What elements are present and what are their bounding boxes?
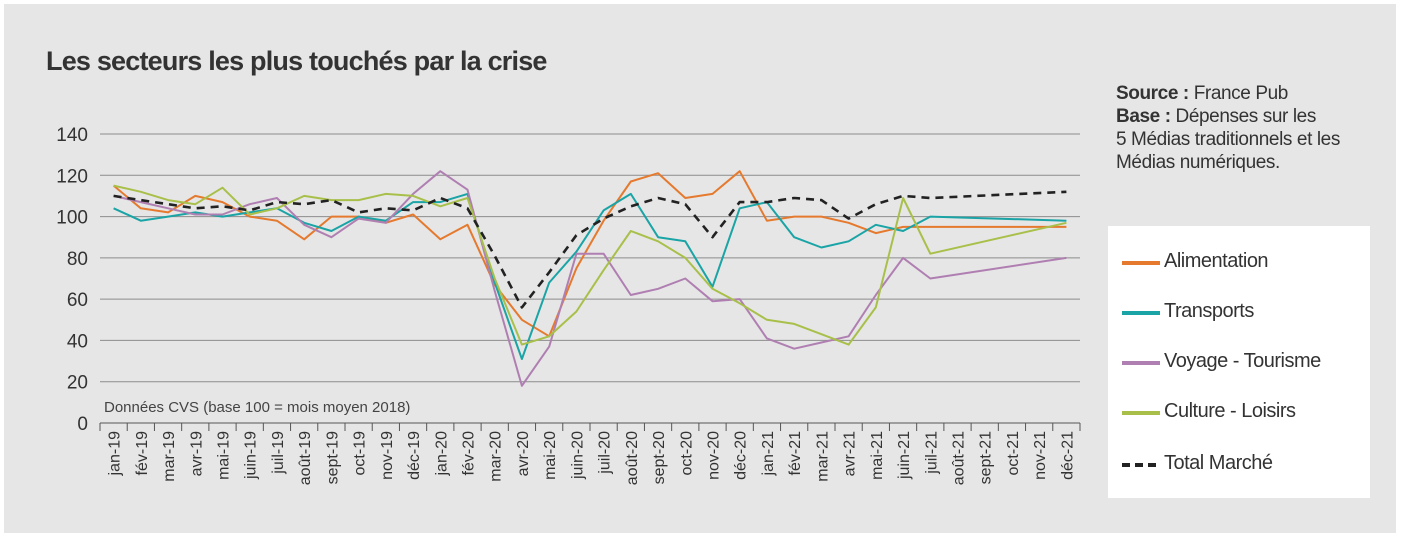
source-label: Source : xyxy=(1116,83,1189,104)
legend-swatch xyxy=(1122,261,1160,265)
line-chart: 0 20 40 60 80 100 120 140 jan-19 fév-19 mar-19 avr… xyxy=(56,125,1081,485)
x-tick-label: oct-21 xyxy=(1005,431,1022,476)
y-tick-label: 140 xyxy=(56,125,88,146)
x-tick-label: déc-21 xyxy=(1059,431,1076,480)
x-tick-label: mar-21 xyxy=(814,431,831,482)
y-tick-label: 120 xyxy=(56,166,88,187)
x-tick-label: jan-20 xyxy=(433,431,450,477)
base-line1: Dépenses sur les xyxy=(1175,106,1317,127)
x-tick-label: nov-20 xyxy=(706,431,723,480)
x-tick-label: mai-21 xyxy=(869,431,886,480)
x-tick-label: mai-19 xyxy=(216,431,233,480)
x-tick-label: mai-20 xyxy=(542,431,559,480)
x-tick-label: déc-20 xyxy=(733,431,750,480)
x-tick-label: jan-19 xyxy=(107,431,124,477)
y-tick-label: 80 xyxy=(67,249,88,270)
x-tick-label: fév-19 xyxy=(134,431,151,476)
x-tick-label: sept-20 xyxy=(651,431,668,484)
x-tick-label: août-21 xyxy=(951,431,968,485)
legend-label: Voyage - Tourisme xyxy=(1164,350,1321,372)
x-tick-label: avr-21 xyxy=(842,431,859,476)
base-line3: Médias numériques. xyxy=(1116,152,1280,173)
x-tick-label: fév-20 xyxy=(461,431,478,476)
x-tick-label: fév-21 xyxy=(787,431,804,476)
source-note: Source : France Pub Base : Dépenses sur … xyxy=(1116,82,1366,174)
legend-label: Total Marché xyxy=(1164,452,1273,474)
x-tick-label: oct-20 xyxy=(678,431,695,476)
legend-label: Alimentation xyxy=(1164,250,1269,272)
legend-swatch xyxy=(1122,463,1156,467)
x-tick-label: juil-21 xyxy=(923,431,940,475)
x-tick-label: juin-21 xyxy=(896,431,913,480)
x-tick-label: juin-19 xyxy=(243,431,260,480)
series-line-voyage-tourisme xyxy=(113,170,1067,387)
x-tick-label: sept-21 xyxy=(978,431,995,484)
chart-title: Les secteurs les plus touchés par la cri… xyxy=(46,46,547,76)
series-line-culture-loisirs xyxy=(113,184,1067,346)
x-tick-label: nov-19 xyxy=(379,431,396,480)
x-tick-label: jan-21 xyxy=(760,431,777,477)
chart-card: Les secteurs les plus touchés par la cri… xyxy=(4,4,1396,533)
x-tick-label: déc-19 xyxy=(406,431,423,480)
x-tick-label: avr-20 xyxy=(515,431,532,476)
x-tick-label: avr-19 xyxy=(188,431,205,476)
base-line: Base : Dépenses sur les xyxy=(1116,105,1366,128)
x-tick-label: juin-20 xyxy=(569,431,586,480)
legend-item-total-marche: Total Marché xyxy=(1108,450,1370,480)
x-tick-label: juil-20 xyxy=(597,431,614,475)
x-tick-label: juil-19 xyxy=(270,431,287,475)
x-tick-label: nov-21 xyxy=(1032,431,1049,480)
legend-swatch xyxy=(1122,361,1160,365)
source-line: Source : France Pub xyxy=(1116,82,1366,105)
series-line-transports xyxy=(113,192,1067,360)
base-label: Base : xyxy=(1116,106,1171,127)
source-value: France Pub xyxy=(1193,83,1289,104)
legend-item-transports: Transports xyxy=(1108,298,1370,328)
y-tick-label: 0 xyxy=(77,414,88,435)
series-line-total-marche xyxy=(113,190,1067,309)
y-tick-label: 20 xyxy=(67,373,88,394)
y-tick-label: 100 xyxy=(56,208,88,229)
legend-item-alimentation: Alimentation xyxy=(1108,248,1370,278)
x-tick-label: mar-19 xyxy=(161,431,178,482)
x-tick-label: août-20 xyxy=(624,431,641,485)
y-tick-label: 40 xyxy=(67,331,88,352)
x-tick-label: août-19 xyxy=(297,431,314,485)
chart-legend: Alimentation Transports Voyage - Tourism… xyxy=(1108,226,1370,498)
x-tick-label: sept-19 xyxy=(324,431,341,484)
series-line-alimentation xyxy=(112,170,1067,338)
x-tick-label: oct-19 xyxy=(352,431,369,476)
legend-label: Transports xyxy=(1164,300,1254,322)
base-line2: 5 Médias traditionnels et les xyxy=(1116,129,1340,150)
chart-annotation: Données CVS (base 100 = mois moyen 2018) xyxy=(104,399,410,416)
legend-item-culture-loisirs: Culture - Loisirs xyxy=(1108,398,1370,428)
legend-item-voyage-tourisme: Voyage - Tourisme xyxy=(1108,348,1370,378)
legend-swatch xyxy=(1122,411,1160,415)
legend-label: Culture - Loisirs xyxy=(1164,400,1296,422)
legend-swatch xyxy=(1122,311,1160,315)
y-tick-label: 60 xyxy=(67,290,88,311)
x-tick-label: mar-20 xyxy=(488,431,505,482)
